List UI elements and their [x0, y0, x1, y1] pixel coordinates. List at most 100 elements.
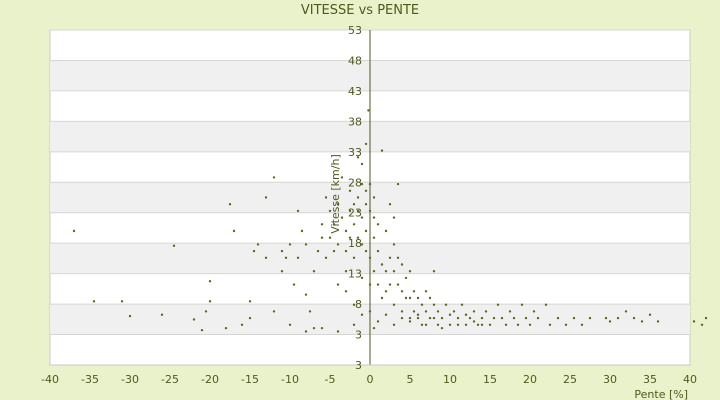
- x-tick-label: 15: [483, 373, 497, 386]
- data-point: [360, 162, 364, 166]
- x-tick-label: 30: [603, 373, 617, 386]
- data-point: [640, 320, 644, 323]
- data-point: [440, 326, 444, 330]
- data-point: [608, 320, 612, 323]
- x-tick-label: 20: [523, 373, 537, 386]
- data-point: [348, 209, 352, 213]
- data-point: [392, 216, 396, 219]
- data-point: [368, 209, 372, 213]
- data-point: [352, 256, 356, 259]
- data-point: [364, 203, 368, 206]
- data-point: [360, 216, 364, 219]
- data-point: [384, 270, 388, 273]
- data-point: [436, 310, 440, 313]
- data-point: [336, 243, 340, 246]
- data-point: [396, 256, 400, 259]
- data-point: [352, 223, 356, 226]
- data-point: [336, 330, 340, 333]
- data-point: [508, 310, 512, 313]
- data-point: [492, 316, 496, 320]
- data-point: [336, 203, 340, 206]
- data-point: [332, 223, 336, 226]
- data-point: [464, 313, 468, 316]
- data-point: [488, 323, 492, 326]
- data-point: [340, 216, 344, 219]
- data-point: [160, 313, 164, 316]
- data-point: [367, 109, 370, 112]
- data-point: [364, 189, 368, 192]
- data-point: [352, 303, 356, 306]
- x-axis-label: Pente [%]: [634, 388, 688, 400]
- x-tick-label: -20: [201, 373, 219, 386]
- data-point: [284, 256, 288, 259]
- data-point: [380, 263, 384, 266]
- data-point: [344, 270, 348, 273]
- data-point: [572, 316, 576, 320]
- y-tick-label: 28: [348, 176, 362, 189]
- chart-title: VITESSE vs PENTE: [301, 3, 419, 18]
- data-point: [452, 310, 456, 313]
- data-point: [440, 316, 444, 320]
- data-point: [360, 243, 364, 246]
- data-point: [372, 196, 376, 199]
- y-tick-label: 13: [348, 268, 362, 281]
- data-point: [624, 310, 628, 313]
- data-point: [700, 323, 704, 326]
- data-point: [344, 249, 348, 253]
- data-point: [320, 236, 324, 239]
- data-point: [224, 326, 228, 330]
- data-point: [344, 290, 348, 293]
- data-point: [464, 323, 468, 326]
- data-point: [240, 323, 244, 326]
- data-point: [248, 316, 252, 320]
- data-point: [272, 310, 276, 313]
- data-point: [432, 270, 436, 273]
- data-point: [368, 182, 372, 186]
- data-point: [296, 209, 300, 213]
- data-point: [420, 303, 424, 306]
- data-point: [472, 320, 476, 323]
- x-tick-label: -40: [41, 373, 59, 386]
- data-point: [388, 203, 392, 206]
- y-tick-label: 53: [348, 24, 362, 37]
- data-point: [400, 310, 404, 313]
- y-tick-label: 8: [355, 298, 362, 311]
- data-point: [376, 283, 380, 286]
- data-point: [556, 316, 560, 320]
- data-point: [532, 310, 536, 313]
- data-point: [460, 303, 464, 306]
- data-point: [292, 283, 296, 286]
- data-point: [404, 276, 408, 280]
- data-point: [364, 249, 368, 253]
- data-point: [296, 256, 300, 259]
- data-point: [352, 323, 356, 326]
- data-point: [332, 249, 336, 253]
- data-point: [520, 303, 524, 306]
- data-point: [392, 270, 396, 273]
- data-point: [416, 313, 420, 316]
- data-point: [528, 323, 532, 326]
- data-point: [408, 296, 412, 300]
- data-point: [408, 316, 412, 320]
- x-tick-label: -5: [325, 373, 336, 386]
- x-tick-label: 5: [407, 373, 414, 386]
- data-point: [372, 326, 376, 330]
- y-tick-label: 3: [355, 329, 362, 342]
- data-point: [544, 303, 548, 306]
- x-tick-label: 0: [367, 373, 374, 386]
- data-point: [308, 310, 312, 313]
- y-tick-label: 33: [348, 146, 362, 159]
- x-tick-label: -15: [241, 373, 259, 386]
- data-point: [328, 236, 332, 239]
- data-point: [320, 326, 324, 330]
- data-point: [316, 249, 320, 253]
- data-point: [248, 300, 252, 303]
- x-axis-ticks: -40 -35 -30 -25 -20 -15 -10 -5 0 5 10 15 20 25 30 35 40: [41, 373, 697, 386]
- data-point: [348, 236, 352, 239]
- data-point: [340, 176, 344, 179]
- data-point: [396, 182, 400, 186]
- x-tick-label: -35: [81, 373, 99, 386]
- data-point: [396, 283, 400, 286]
